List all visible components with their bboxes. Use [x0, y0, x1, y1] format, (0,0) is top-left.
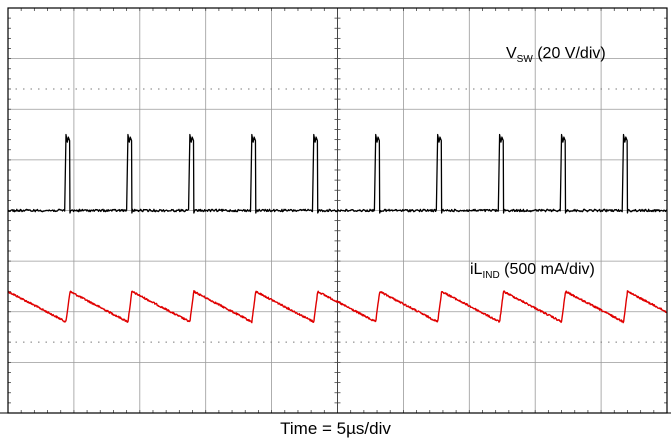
- ilind-trace: [7, 290, 668, 324]
- vsw-label-sub: SW: [517, 54, 534, 65]
- ilind-label-sub: IND: [482, 270, 499, 281]
- ilind-label-main: iL: [470, 261, 483, 278]
- ilind-label: iLIND (500 mA/div): [470, 261, 595, 281]
- vsw-label-scale: (20 V/div): [533, 45, 606, 62]
- vsw-label-main: V: [506, 45, 517, 62]
- vsw-trace: [7, 133, 668, 214]
- ilind-label-scale: (500 mA/div): [500, 261, 595, 278]
- vsw-label: VSW (20 V/div): [506, 45, 606, 65]
- x-axis-label: Time = 5µs/div: [280, 419, 391, 438]
- traces: [7, 133, 668, 324]
